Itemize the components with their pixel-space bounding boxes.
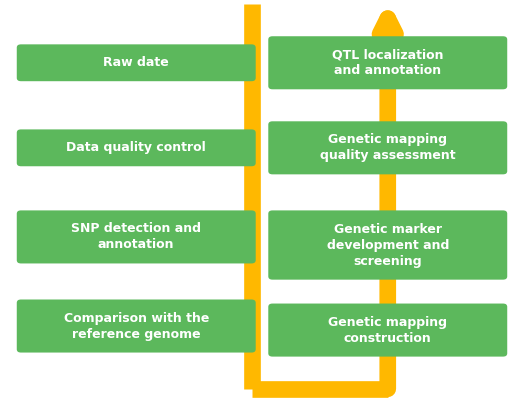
FancyBboxPatch shape <box>268 211 507 279</box>
FancyBboxPatch shape <box>268 304 507 357</box>
Text: Comparison with the
reference genome: Comparison with the reference genome <box>63 311 209 341</box>
FancyBboxPatch shape <box>17 211 256 264</box>
FancyBboxPatch shape <box>17 45 256 81</box>
Text: Data quality control: Data quality control <box>67 141 206 154</box>
Text: SNP detection and
annotation: SNP detection and annotation <box>71 222 201 252</box>
Text: QTL localization
and annotation: QTL localization and annotation <box>332 48 443 77</box>
FancyBboxPatch shape <box>17 300 256 352</box>
Text: Genetic marker
development and
screening: Genetic marker development and screening <box>326 222 449 268</box>
Text: Raw date: Raw date <box>103 56 169 69</box>
Text: Genetic mapping
construction: Genetic mapping construction <box>328 315 447 345</box>
FancyBboxPatch shape <box>268 122 507 174</box>
Text: Genetic mapping
quality assessment: Genetic mapping quality assessment <box>320 133 455 162</box>
FancyBboxPatch shape <box>17 130 256 166</box>
FancyBboxPatch shape <box>268 36 507 90</box>
